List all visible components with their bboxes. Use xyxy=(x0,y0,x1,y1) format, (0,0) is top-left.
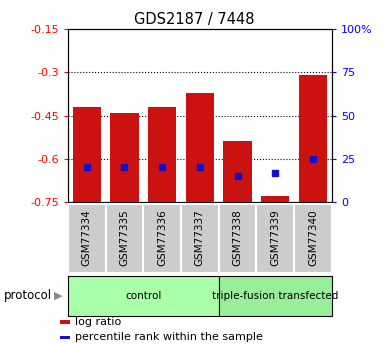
Bar xyxy=(223,141,252,202)
Bar xyxy=(219,204,256,273)
Text: GSM77336: GSM77336 xyxy=(157,210,167,266)
Bar xyxy=(68,204,106,273)
Text: GSM77340: GSM77340 xyxy=(308,210,318,266)
Bar xyxy=(60,321,70,324)
Text: GSM77339: GSM77339 xyxy=(270,210,280,266)
Bar xyxy=(143,204,181,273)
Text: ▶: ▶ xyxy=(54,291,62,301)
Bar xyxy=(219,276,332,316)
Text: GSM77337: GSM77337 xyxy=(195,210,205,266)
Bar xyxy=(73,107,101,202)
Bar xyxy=(294,204,332,273)
Text: GDS2187 / 7448: GDS2187 / 7448 xyxy=(134,12,254,27)
Bar xyxy=(68,276,219,316)
Bar xyxy=(186,92,214,202)
Text: GSM77335: GSM77335 xyxy=(120,210,130,266)
Bar xyxy=(261,196,289,202)
Text: GSM77334: GSM77334 xyxy=(82,210,92,266)
Text: triple-fusion transfected: triple-fusion transfected xyxy=(212,291,338,301)
Bar xyxy=(110,113,139,202)
Text: protocol: protocol xyxy=(4,289,52,302)
Text: percentile rank within the sample: percentile rank within the sample xyxy=(75,332,263,342)
Bar xyxy=(299,75,327,202)
Bar xyxy=(106,204,143,273)
Text: GSM77338: GSM77338 xyxy=(232,210,242,266)
Text: control: control xyxy=(125,291,161,301)
Text: log ratio: log ratio xyxy=(75,317,121,327)
Bar xyxy=(148,107,176,202)
Bar xyxy=(60,336,70,339)
Bar xyxy=(256,204,294,273)
Bar xyxy=(181,204,219,273)
